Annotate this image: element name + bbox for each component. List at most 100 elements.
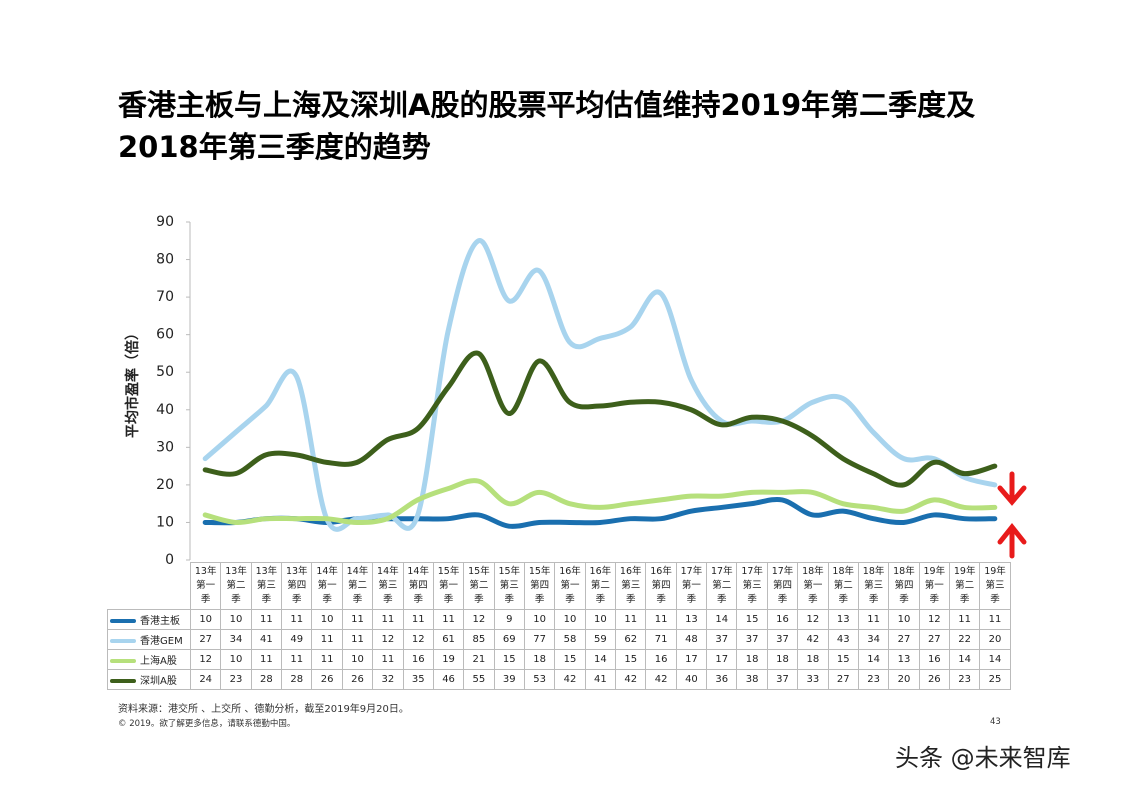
table-row: 上海A股 12 10 11 11 11 10 11 16 19 21 15 18 15 14 15 16 17 17…	[107, 649, 1011, 670]
table-value: 46	[432, 669, 465, 690]
y-tick-label: 70	[156, 289, 174, 305]
table-value: 22	[948, 629, 981, 650]
x-tick-label: 14年第三季	[372, 562, 404, 610]
x-tick-label: 15年第四季	[523, 562, 556, 610]
x-tick-label: 13年第三季	[250, 562, 283, 610]
x-tick-label: 17年第三季	[736, 562, 768, 610]
line	[202, 238, 998, 532]
line	[202, 350, 998, 488]
table-value: 62	[615, 629, 647, 650]
table-value: 11	[979, 609, 1011, 630]
x-tick-label: 18年第二季	[827, 562, 859, 610]
table-value: 61	[432, 629, 465, 650]
table-value: 24	[189, 669, 222, 690]
table-row: 深圳A股 24 23 28 28 26 26 32 35 46 55 39 53 42 41 42 42 40 36…	[107, 669, 1011, 690]
legend-swatch	[110, 679, 136, 683]
table-value: 17	[706, 649, 738, 670]
y-tick-label: 20	[156, 477, 174, 493]
table-value: 23	[857, 669, 890, 690]
table-value: 42	[554, 669, 586, 690]
x-tick-label: 17年第四季	[766, 562, 799, 610]
table-value: 9	[493, 609, 525, 630]
watermark: 头条 @未来智库	[895, 744, 1071, 772]
table-row: 香港主板 10 10 11 11 10 11 11 11 11 12 9 10 10 10 11 11 13 14 1…	[107, 609, 1011, 630]
x-tick-label: 17年第二季	[706, 562, 738, 610]
table-value: 10	[189, 609, 222, 630]
x-tick-label: 16年第三季	[615, 562, 647, 610]
table-value: 11	[281, 649, 313, 670]
line	[202, 478, 998, 525]
table-value: 43	[827, 629, 859, 650]
table-value: 12	[189, 649, 222, 670]
table-value: 13	[827, 609, 859, 630]
x-tick-label: 18年第四季	[888, 562, 920, 610]
y-tick-label: 30	[156, 439, 174, 455]
up-arrow	[997, 522, 1027, 559]
table-value: 11	[372, 609, 404, 630]
table-value: 15	[736, 609, 768, 630]
table-value: 37	[706, 629, 738, 650]
table-value: 18	[797, 649, 829, 670]
table-value: 16	[918, 649, 950, 670]
table-value: 12	[918, 609, 950, 630]
x-tick-label: 13年第二季	[220, 562, 252, 610]
table-value: 18	[523, 649, 556, 670]
table-value: 10	[311, 609, 343, 630]
table-value: 37	[766, 629, 799, 650]
table-value: 27	[189, 629, 222, 650]
x-tick-label: 15年第一季	[432, 562, 465, 610]
legend-swatch	[110, 659, 136, 663]
table-value: 12	[463, 609, 495, 630]
table-value: 48	[675, 629, 708, 650]
table-value: 20	[979, 629, 1011, 650]
table-value: 14	[948, 649, 981, 670]
table-value: 11	[250, 609, 283, 630]
legend-entry: 上海A股	[107, 649, 191, 670]
x-tick-label: 19年第三季	[979, 562, 1011, 610]
table-value: 16	[766, 609, 799, 630]
table-value: 11	[250, 649, 283, 670]
chart-title: 香港主板与上海及深圳A股的股票平均估值维持2019年第二季度及2018年第三季度…	[118, 88, 976, 164]
table-value: 27	[888, 629, 920, 650]
table-value: 19	[432, 649, 465, 670]
table-value: 27	[827, 669, 859, 690]
table-value: 18	[766, 649, 799, 670]
table-value: 20	[888, 669, 920, 690]
table-value: 11	[857, 609, 890, 630]
table-value: 32	[372, 669, 404, 690]
table-value: 15	[615, 649, 647, 670]
table-value: 55	[463, 669, 495, 690]
legend-swatch	[110, 639, 136, 643]
header-row: 13年第一季 13年第二季 13年第三季 13年第四季 14年第一季 14年第二季 14年第…	[107, 562, 1011, 610]
y-axis-label: 平均市盈率（倍）	[124, 326, 141, 438]
table-value: 11	[402, 609, 434, 630]
legend-swatch	[110, 619, 136, 623]
table-value: 34	[857, 629, 890, 650]
red-arrows	[997, 471, 1027, 559]
table-value: 26	[341, 669, 374, 690]
x-tick-label: 15年第二季	[463, 562, 495, 610]
x-tick-label: 16年第四季	[645, 562, 677, 610]
x-tick-label: 18年第一季	[797, 562, 829, 610]
table-value: 21	[463, 649, 495, 670]
table-value: 41	[250, 629, 283, 650]
table-value: 14	[584, 649, 617, 670]
table-value: 10	[220, 609, 252, 630]
table-value: 12	[372, 629, 404, 650]
table-value: 59	[584, 629, 617, 650]
table-value: 23	[220, 669, 252, 690]
y-tick-label: 0	[165, 552, 174, 568]
table-value: 10	[554, 609, 586, 630]
table-value: 39	[493, 669, 525, 690]
table-value: 26	[918, 669, 950, 690]
x-tick-label: 13年第一季	[189, 562, 222, 610]
table-value: 13	[888, 649, 920, 670]
table-value: 23	[948, 669, 981, 690]
table-value: 33	[797, 669, 829, 690]
table-value: 42	[645, 669, 677, 690]
table-value: 34	[220, 629, 252, 650]
down-arrow	[997, 471, 1027, 506]
legend-entry: 香港主板	[107, 609, 191, 630]
